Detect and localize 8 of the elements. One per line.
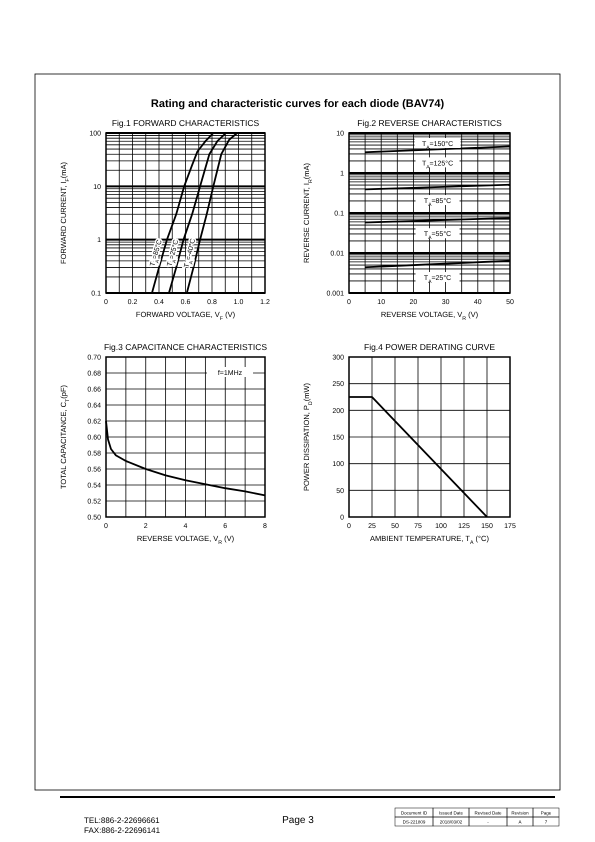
text: Page 3 [282, 815, 314, 826]
text: TEL:886-2-22696661 [84, 816, 160, 825]
chart-title: Fig.4 POWER DERATING CURVE [364, 342, 496, 352]
chart-title: Fig.1 FORWARD CHARACTERISTICS [112, 118, 260, 128]
chart-title: Fig.3 CAPACITANCE CHARACTERISTICS [104, 342, 268, 352]
text: Rating and characteristic curves for each diode (BAV74) [150, 98, 444, 110]
text: FAX:886-2-22696141 [84, 826, 161, 835]
chart-title: Fig.2 REVERSE CHARACTERISTICS [357, 118, 502, 128]
